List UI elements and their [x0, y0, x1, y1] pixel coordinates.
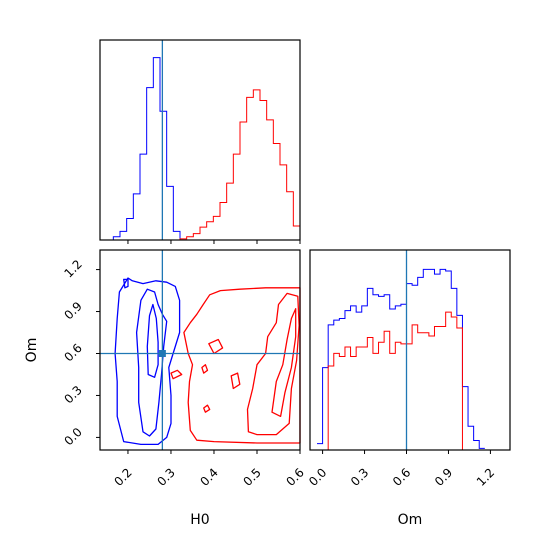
contour-blue-inner [146, 303, 159, 378]
contour-red-blob [230, 372, 241, 390]
y-tick-label-om: 1.2 [61, 257, 84, 280]
y-tick-label-om: 0.3 [61, 383, 84, 406]
x-tick-label-om: 0.6 [390, 465, 413, 488]
contour-red-outer [183, 287, 301, 444]
x-tick-label-h0: 0.4 [197, 465, 220, 488]
x-tick-label-h0: 0.2 [111, 465, 134, 488]
x-tick-label-om: 1.2 [474, 465, 497, 488]
x-axis-label-h0: H0 [190, 512, 209, 528]
hist-h0-bars [100, 57, 300, 241]
hist-om-step-blue [316, 268, 485, 449]
joint-contours [114, 277, 301, 446]
panel-hist-h0 [99, 39, 301, 244]
x-tick-label-h0: 0.3 [154, 465, 177, 488]
contour-blue-outer [114, 277, 181, 446]
hist-h0-ticks [127, 240, 301, 244]
y-tick-label-om: 0.0 [61, 425, 84, 448]
hist-om-frame [309, 249, 511, 451]
y-tick-label-om: 0.9 [61, 299, 84, 322]
panel-hist-om: 0.0 0.3 0.6 0.9 1.2 Om [306, 249, 511, 528]
contour-red-blob [201, 364, 209, 374]
hist-h0-frame [99, 39, 301, 241]
joint-y-ticks: 0.0 0.3 0.6 0.9 1.2 [61, 257, 100, 448]
joint-x-ticks: 0.2 0.3 0.4 0.5 0.6 [111, 450, 307, 489]
hist-h0-step-blue [100, 57, 300, 241]
contour-red-inner [271, 308, 297, 418]
contour-blue-blob [123, 278, 129, 289]
y-tick-label-om: 0.6 [61, 341, 84, 364]
x-axis-label-om: Om [398, 512, 423, 528]
panel-joint: 0.2 0.3 0.4 0.5 0.6 0.0 0.3 0.6 0.9 1.2 H0 Om [24, 249, 307, 528]
x-tick-label-om: 0.9 [432, 465, 455, 488]
contour-red-blob [170, 369, 183, 380]
hist-h0-step-red [100, 89, 300, 241]
hist-om-x-ticks: 0.0 0.3 0.6 0.9 1.2 [306, 450, 497, 489]
joint-frame [99, 249, 301, 451]
contour-red-mid [246, 292, 300, 436]
y-axis-label-om: Om [24, 338, 40, 363]
hist-om-bars [316, 268, 485, 451]
contour-blue-mid [135, 288, 168, 437]
x-tick-label-om: 0.3 [348, 465, 371, 488]
truth-marker [158, 349, 166, 357]
x-tick-label-h0: 0.5 [240, 465, 263, 488]
contour-red-blob [208, 338, 224, 355]
x-tick-label-h0: 0.6 [283, 465, 306, 488]
hist-om-step-red [316, 311, 485, 451]
x-tick-label-om: 0.0 [306, 465, 329, 488]
contour-red-blob [203, 404, 211, 413]
joint-truth [100, 250, 300, 450]
